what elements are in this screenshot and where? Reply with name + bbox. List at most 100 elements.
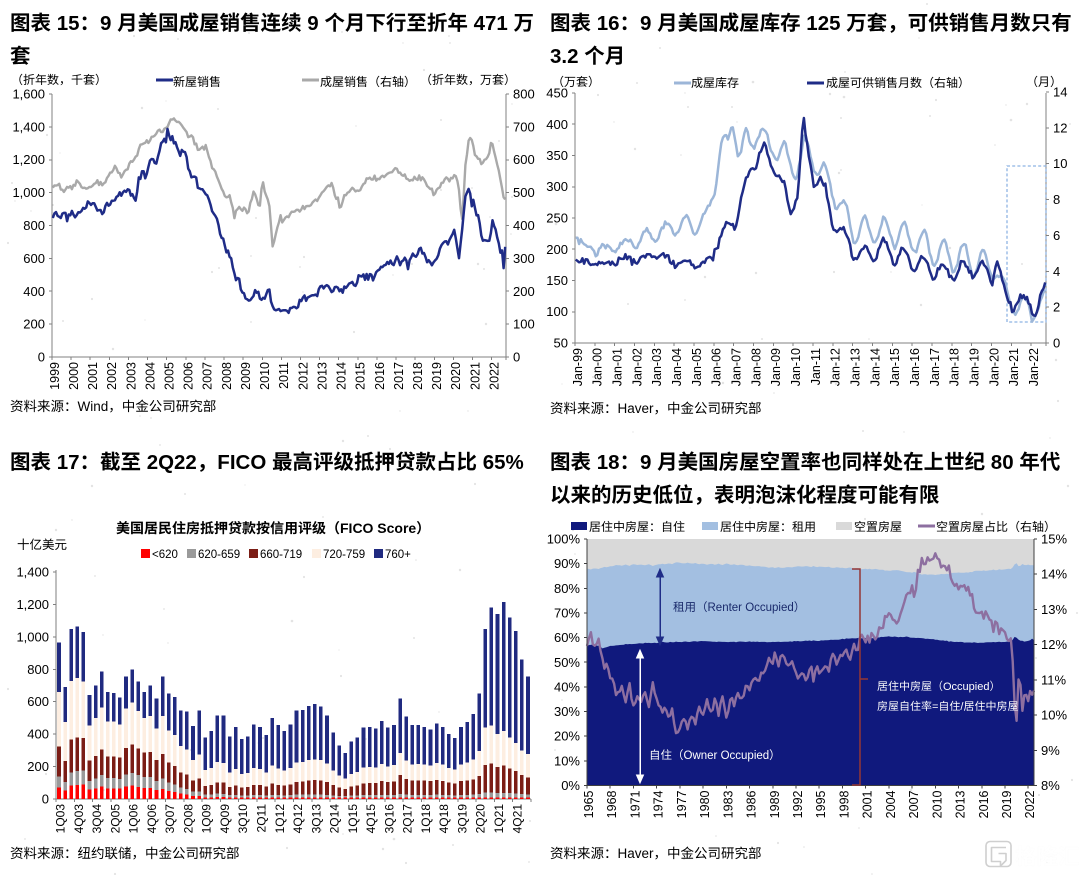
svg-text:Jan-10: Jan-10 [789, 348, 803, 386]
svg-text:3Q16: 3Q16 [382, 804, 396, 834]
svg-text:1Q12: 1Q12 [273, 804, 287, 834]
svg-text:1,600: 1,600 [12, 87, 45, 102]
svg-text:<620: <620 [152, 549, 178, 561]
svg-text:Jan-05: Jan-05 [690, 348, 704, 386]
svg-text:12: 12 [1053, 120, 1067, 135]
svg-text:2: 2 [1053, 300, 1060, 315]
svg-text:2019: 2019 [430, 362, 444, 390]
svg-text:Jan-15: Jan-15 [888, 348, 902, 386]
svg-text:2022: 2022 [488, 362, 502, 390]
svg-text:200: 200 [546, 242, 568, 257]
svg-text:350: 350 [546, 148, 568, 163]
svg-text:10%: 10% [554, 753, 580, 768]
svg-text:471: 471 [474, 12, 508, 35]
svg-text:2001: 2001 [861, 790, 875, 818]
svg-text:1,000: 1,000 [16, 629, 49, 644]
svg-text:600: 600 [27, 694, 49, 709]
svg-text:1968: 1968 [605, 790, 619, 818]
svg-text:Jan-07: Jan-07 [730, 348, 744, 386]
svg-text:2013: 2013 [315, 362, 329, 390]
svg-text:8: 8 [1053, 192, 1060, 207]
svg-text:Wind: Wind [78, 399, 109, 414]
svg-text:150: 150 [546, 273, 568, 288]
svg-text:3.2: 3.2 [550, 45, 579, 68]
svg-text:2Q17: 2Q17 [401, 804, 415, 834]
svg-text:Jan-04: Jan-04 [670, 348, 684, 386]
svg-text:1Q21: 1Q21 [492, 804, 506, 834]
svg-text:2010: 2010 [258, 362, 272, 390]
svg-text:1,400: 1,400 [16, 565, 49, 580]
svg-text:100%: 100% [547, 532, 581, 547]
svg-text:4Q15: 4Q15 [364, 804, 378, 834]
svg-text:Jan-16: Jan-16 [908, 348, 922, 386]
svg-text:3Q13: 3Q13 [309, 804, 323, 834]
svg-text:2004: 2004 [143, 362, 157, 390]
svg-text:13%: 13% [1041, 602, 1067, 617]
svg-text:9: 9 [100, 12, 111, 35]
svg-text:15%: 15% [1041, 532, 1067, 547]
svg-text:Jan-14: Jan-14 [868, 348, 882, 386]
svg-text:800: 800 [23, 218, 45, 233]
svg-text:0%: 0% [561, 778, 580, 793]
svg-text:1986: 1986 [745, 790, 759, 818]
svg-text:800: 800 [27, 662, 49, 677]
svg-text:80: 80 [991, 451, 1014, 474]
svg-text:1,400: 1,400 [12, 119, 45, 134]
svg-text:1Q06: 1Q06 [127, 804, 141, 834]
svg-text:2021: 2021 [468, 362, 482, 390]
svg-text:2Q22: 2Q22 [147, 451, 197, 474]
svg-text:1992: 1992 [791, 790, 805, 818]
svg-text:2016: 2016 [373, 362, 387, 390]
svg-text:2018: 2018 [411, 362, 425, 390]
svg-text:40%: 40% [554, 679, 580, 694]
svg-text:1Q18: 1Q18 [419, 804, 433, 834]
svg-text:1971: 1971 [628, 790, 642, 818]
svg-text:18: 18 [597, 451, 620, 474]
svg-text:2019: 2019 [1000, 790, 1014, 818]
svg-text:12%: 12% [1041, 637, 1067, 652]
svg-text:=: = [932, 701, 938, 713]
svg-text:1Q09: 1Q09 [200, 804, 214, 834]
svg-text:2Q14: 2Q14 [328, 804, 342, 834]
svg-text:/: / [960, 701, 964, 713]
svg-text:400: 400 [513, 218, 535, 233]
svg-text:500: 500 [513, 185, 535, 200]
svg-text:Jan-06: Jan-06 [710, 348, 724, 386]
svg-text:2011: 2011 [277, 362, 291, 389]
svg-text:16: 16 [597, 12, 620, 35]
svg-text:2022: 2022 [1023, 790, 1037, 818]
svg-text:Jan-18: Jan-18 [948, 348, 962, 386]
svg-text:Jan-12: Jan-12 [829, 348, 843, 386]
svg-text:11%: 11% [1041, 672, 1066, 687]
svg-text:400: 400 [546, 117, 568, 132]
svg-text:Jan-13: Jan-13 [849, 348, 863, 386]
svg-text:2014: 2014 [335, 362, 349, 390]
svg-text:2Q11: 2Q11 [255, 804, 269, 833]
svg-text:14: 14 [1053, 85, 1067, 100]
svg-text:1,000: 1,000 [12, 185, 45, 200]
svg-text:2012: 2012 [296, 362, 310, 390]
svg-text:Haver: Haver [618, 846, 655, 861]
svg-text:9: 9 [640, 12, 651, 35]
svg-text:2007: 2007 [201, 362, 215, 390]
svg-text:Jan-21: Jan-21 [1007, 348, 1021, 386]
svg-text:Jan-00: Jan-00 [591, 348, 605, 386]
svg-text:760+: 760+ [385, 549, 411, 561]
svg-text:0: 0 [38, 350, 45, 365]
svg-text:2001: 2001 [86, 362, 100, 390]
svg-text:20%: 20% [554, 729, 580, 744]
svg-text:1974: 1974 [652, 790, 666, 818]
svg-text:4Q06: 4Q06 [145, 804, 159, 834]
svg-text:90%: 90% [554, 556, 580, 571]
svg-text:Jan-20: Jan-20 [987, 348, 1001, 386]
svg-text:2020: 2020 [449, 362, 463, 390]
svg-text:1999: 1999 [48, 362, 62, 390]
svg-text:3Q19: 3Q19 [456, 804, 470, 834]
svg-text:Owner: Owner [684, 750, 718, 762]
svg-text:620-659: 620-659 [198, 549, 240, 561]
svg-text:Jan-03: Jan-03 [650, 348, 664, 386]
svg-text:200: 200 [23, 317, 45, 332]
svg-text:4Q21: 4Q21 [510, 804, 524, 834]
svg-text:Jan-09: Jan-09 [769, 348, 783, 386]
svg-text:50: 50 [554, 336, 568, 351]
